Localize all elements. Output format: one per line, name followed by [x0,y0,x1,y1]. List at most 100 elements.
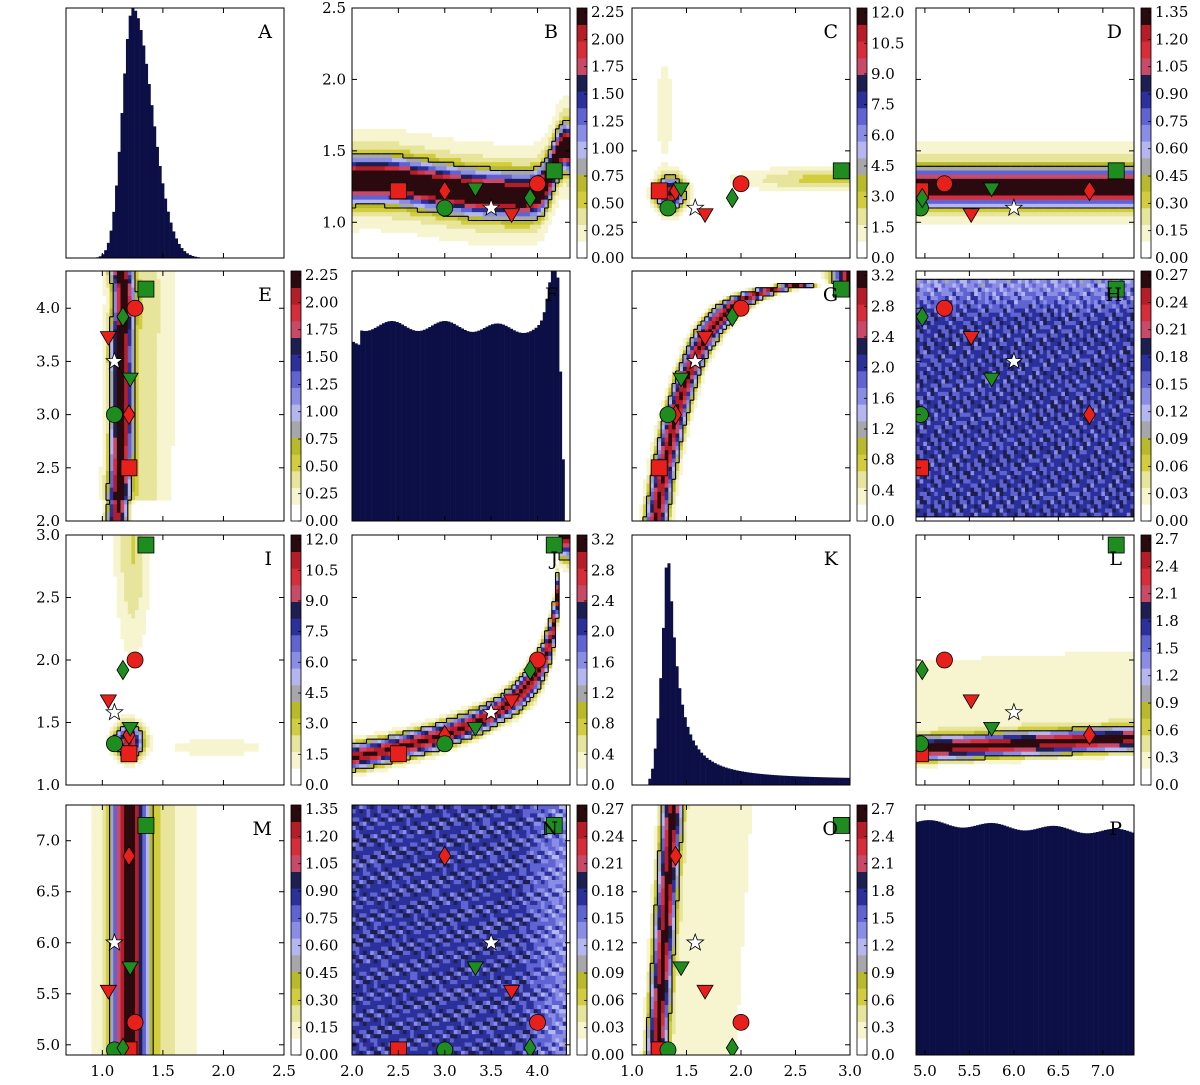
density-cell [1054,187,1059,192]
density-cell [370,199,375,205]
density-cell [355,124,360,130]
density-cell [824,178,829,184]
density-cell [530,158,535,163]
density-cell [1025,174,1030,180]
density-cell [981,183,986,188]
density-cell [1054,149,1059,155]
density-cell [916,145,921,151]
density-cell [479,124,484,130]
density-cell [508,253,513,258]
density-cell [748,166,753,171]
density-cell [788,187,793,192]
density-cell [490,253,495,258]
density-cell [926,208,931,213]
density-cell [977,228,982,234]
density-cell [981,203,986,209]
density-cell [533,166,538,171]
density-cell [686,195,691,201]
density-cell [504,162,509,167]
density-cell [963,233,968,238]
density-cell [657,108,662,113]
density-cell [955,241,960,246]
density-cell [515,241,520,246]
panel-B: B1.01.52.02.50.000.250.500.751.001.251.5… [322,0,624,267]
density-cell [526,124,531,130]
density-cell [784,187,789,192]
density-cell [664,108,669,113]
density-cell [1119,241,1124,246]
density-cell [1086,178,1091,184]
density-cell [167,296,172,301]
density-cell [1119,191,1124,196]
density-cell [486,253,491,258]
density-cell [384,133,389,138]
density-cell [366,237,371,242]
density-cell [559,83,564,88]
density-cell [91,275,96,280]
density-cell [439,149,444,155]
density-cell [839,191,844,196]
density-cell [813,162,818,167]
density-cell [359,183,364,188]
density-cell [530,208,535,213]
density-cell [1017,233,1022,238]
density-cell [1083,199,1088,205]
density-cell [1050,133,1055,138]
density-cell [175,296,180,301]
density-cell [504,245,509,251]
density-cell [490,133,495,138]
density-cell [530,153,535,159]
density-cell [417,166,422,171]
density-cell [1079,145,1084,151]
density-cell [730,166,735,171]
density-cell [562,78,567,84]
density-cell [1086,212,1091,217]
density-cell [87,275,92,280]
density-cell [421,116,426,121]
density-cell [359,187,364,192]
density-cell [442,124,447,130]
density-cell [145,275,150,280]
density-cell [806,187,811,192]
colorbar-swatch [577,58,587,75]
density-cell [497,145,502,151]
density-cell [381,124,386,130]
density-cell [453,228,458,234]
density-cell [817,183,822,188]
density-cell [461,220,466,226]
density-cell [748,162,753,167]
density-cell [402,212,407,217]
density-cell [142,275,147,280]
density-cell [551,128,556,134]
density-cell [1054,224,1059,230]
density-cell [1054,208,1059,213]
colorbar-swatch [577,24,587,42]
density-cell [530,241,535,246]
density-cell [370,245,375,251]
density-cell [679,216,684,221]
density-cell [770,162,775,167]
density-cell [977,120,982,126]
colorbar-tick-label: 1.20 [1155,30,1188,48]
density-cell [919,241,924,246]
density-cell [468,237,473,242]
density-cell [1025,237,1030,242]
density-cell [671,149,676,155]
density-cell [762,191,767,196]
density-cell [1097,212,1102,217]
density-cell [1101,162,1106,167]
density-cell [955,191,960,196]
density-cell [135,291,140,297]
density-cell [1104,233,1109,238]
density-cell [751,166,756,171]
density-cell [424,245,429,251]
density-cell [748,170,753,176]
density-cell [381,191,386,196]
density-cell [519,187,524,192]
density-cell [941,133,946,138]
density-cell [566,145,570,151]
panel-plot-area [642,33,850,226]
density-cell [490,166,495,171]
density-cell [355,153,360,159]
green-triangle-marker [466,182,485,198]
